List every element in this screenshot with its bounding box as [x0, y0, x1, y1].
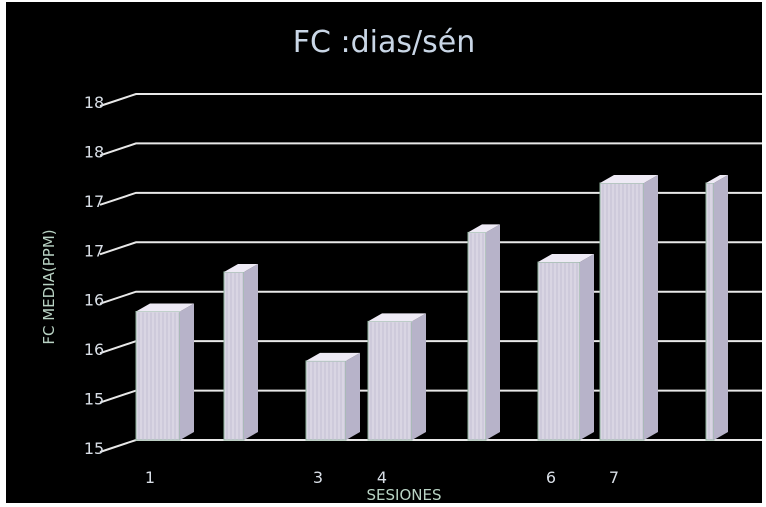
gridline [99, 290, 762, 305]
gridlines [99, 93, 762, 453]
chart-frame: FC :dias/sén 15 15 16 16 17 17 18 18 1 3 4 6 7 FC M… [6, 2, 762, 503]
bar [537, 254, 594, 441]
bar [467, 224, 500, 441]
gridline [99, 340, 762, 355]
bar-chart: FC :dias/sén 15 15 16 16 17 17 18 18 1 3 4 6 7 FC M… [40, 25, 762, 503]
gridline [99, 389, 762, 404]
x-tick-label: 3 [313, 468, 323, 487]
bar [599, 174, 658, 441]
bar [367, 313, 426, 441]
x-axis-title: SESIONES [367, 486, 442, 503]
gridline [99, 93, 762, 107]
y-tick-label: 18 [84, 142, 104, 161]
y-tick-label: 16 [84, 340, 104, 359]
gridline [99, 142, 762, 157]
chart-title: FC :dias/sén [293, 25, 475, 60]
x-axis-ticks: 1 3 4 6 7 [145, 468, 619, 487]
y-tick-label: 18 [84, 93, 104, 112]
y-tick-label: 15 [84, 439, 104, 458]
bar [305, 352, 360, 441]
y-tick-label: 17 [84, 241, 104, 260]
y-tick-label: 16 [84, 291, 104, 310]
x-tick-label: 1 [145, 468, 155, 487]
y-tick-label: 15 [84, 390, 104, 409]
x-tick-label: 6 [546, 468, 556, 487]
gridline [99, 191, 762, 206]
bar [223, 263, 258, 441]
bar [135, 303, 194, 441]
bars [135, 174, 728, 441]
x-tick-label: 4 [377, 468, 387, 487]
y-tick-label: 17 [84, 192, 104, 211]
gridline [99, 439, 762, 453]
y-axis-title: FC MEDIA(PPM) [40, 229, 58, 344]
bar [705, 174, 728, 441]
y-axis-ticks: 15 15 16 16 17 17 18 18 [84, 93, 104, 458]
gridline [99, 241, 762, 256]
x-tick-label: 7 [609, 468, 619, 487]
